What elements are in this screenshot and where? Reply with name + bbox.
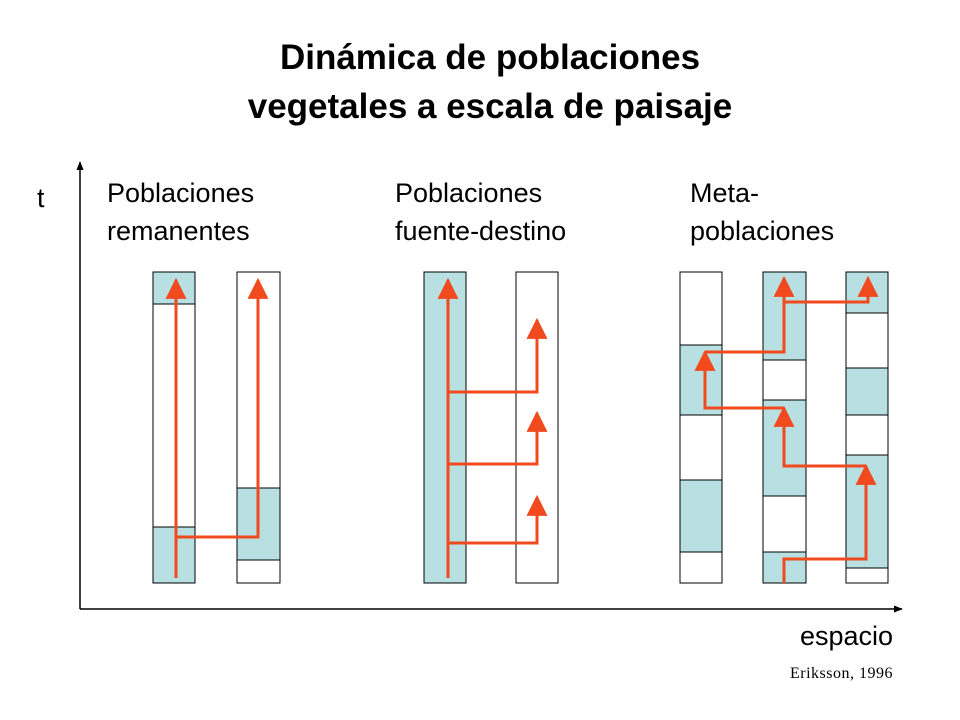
dispersal-arrow-9 [694,349,784,410]
group-label-source-sink-line-2: fuente-destino [395,216,567,246]
dispersal-arrow-2 [176,277,269,539]
x-axis-label: espacio [800,621,894,651]
dispersal-arrow-11 [784,275,879,304]
dispersal-arrow-4 [448,317,548,394]
patch-column-5-segment-5 [679,551,723,584]
dispersal-arrow-5 [448,410,548,466]
patch-column-5-segment-3 [679,414,723,481]
dispersal-arrow-6 [448,494,548,545]
patch-column-1-segment-2 [152,303,196,528]
title-line-2: vegetales a escala de paisaje [247,87,733,126]
patch-column-5-segment-1 [679,271,723,346]
patch-column-2-segment-3 [236,559,281,584]
patch-column-5-segment-4 [679,479,723,553]
group-label-remnant-line-1: Poblaciones [107,178,255,208]
patch-column-7-segment-6 [845,567,889,584]
patch-column-7-segment-2 [845,312,889,369]
patch-column-3-segment-1 [423,271,467,584]
patch-column-7-segment-4 [845,414,889,456]
dispersal-arrow-8 [773,405,866,468]
patch-column-1-segment-1 [152,271,196,305]
patch-column-6-segment-4 [762,495,807,553]
group-label-remnant-line-2: remanentes [107,216,250,246]
dispersal-arrow-7 [782,463,877,583]
title-line-1: Dinámica de poblaciones [279,38,701,77]
group-label-meta-line-1: Meta- [690,178,760,208]
patch-column-1-segment-3 [152,526,196,584]
patch-column-5-segment-2 [679,344,723,416]
group-label-meta-line-2: poblaciones [690,216,835,246]
group-label-source-sink-line-1: Poblaciones [395,178,543,208]
patch-column-7-segment-3 [845,367,889,416]
citation: Eriksson, 1996 [790,665,893,682]
y-axis-label: t [37,183,45,213]
patch-column-6-segment-2 [762,359,807,401]
